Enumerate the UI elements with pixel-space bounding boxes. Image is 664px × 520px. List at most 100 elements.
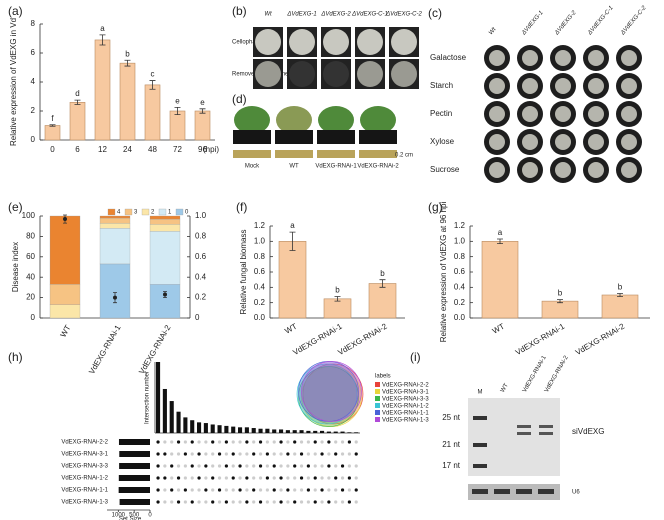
matrix-dot	[245, 488, 249, 492]
band	[517, 425, 531, 428]
matrix-dot	[231, 488, 235, 492]
matrix-dot	[258, 464, 263, 468]
matrix-dot	[224, 500, 228, 504]
row-label: Xylose	[430, 137, 455, 146]
row-label: Galactose	[430, 53, 467, 62]
tick-label: 8	[31, 19, 36, 28]
matrix-dot	[156, 488, 160, 492]
matrix-dot	[156, 440, 160, 444]
bar	[368, 283, 397, 319]
matrix-dot	[293, 500, 297, 504]
column-label: ΔVdEXG-1	[286, 12, 316, 18]
matrix-dot	[176, 500, 181, 504]
x-tick-label: VdEXG-RNAi-1	[87, 323, 123, 376]
y-axis-label: Relative expression of VdEXG in Vd	[9, 18, 18, 146]
matrix-dot	[163, 440, 167, 444]
panel-label: (a)	[8, 4, 23, 18]
error-bar	[557, 299, 563, 304]
matrix-dot	[279, 476, 283, 480]
legend-title: labels	[375, 374, 391, 380]
matrix-dot	[245, 476, 249, 480]
bar	[194, 110, 211, 141]
colony	[391, 61, 417, 87]
matrix-dot	[163, 452, 167, 456]
intersection-bar	[190, 420, 195, 433]
significance-letter: b	[558, 289, 563, 298]
matrix-dot	[211, 464, 215, 468]
legend-label: VdEXG-RNAi-2-2	[382, 383, 429, 389]
matrix-dot	[176, 452, 181, 456]
set-size-bar	[119, 463, 150, 469]
matrix-dot	[197, 452, 201, 456]
band	[539, 432, 553, 435]
significance-letter: b	[380, 269, 385, 278]
matrix-dot	[163, 488, 167, 492]
x-tick-label: VdEXG-RNAi-2	[574, 321, 627, 357]
blot-u6	[468, 484, 560, 500]
matrix-dot	[217, 464, 222, 468]
matrix-dot	[265, 500, 269, 504]
matrix-dot	[252, 464, 256, 468]
matrix-dot	[170, 452, 174, 456]
intersection-bar	[224, 425, 229, 433]
x-tick-label: VdEXG-RNAi-2	[336, 321, 389, 357]
bar-segment	[149, 231, 181, 285]
bar-segment	[149, 284, 181, 319]
colony	[621, 50, 637, 66]
tick-label: 0.6	[195, 252, 207, 261]
matrix-dot	[279, 452, 283, 456]
set-size-bar	[118, 475, 150, 481]
disease-index-point	[163, 292, 167, 297]
matrix-dot	[272, 452, 276, 456]
matrix-dot	[245, 464, 249, 468]
colony	[489, 50, 505, 66]
significance-letter: c	[151, 70, 155, 79]
matrix-dot	[190, 440, 194, 444]
matrix-dot	[245, 452, 249, 456]
bar	[94, 39, 111, 141]
legend-swatch	[107, 208, 116, 216]
matrix-dot	[320, 464, 324, 468]
matrix-dot	[327, 476, 331, 480]
matrix-dot	[238, 452, 242, 456]
matrix-dot	[238, 476, 242, 480]
significance-letter: e	[175, 96, 180, 105]
band	[539, 425, 553, 428]
matrix-dot	[258, 500, 263, 504]
intersection-bar	[217, 425, 222, 433]
matrix-dot	[252, 440, 256, 444]
bar-segment	[49, 304, 81, 319]
bar-segment	[99, 215, 131, 219]
bar	[278, 241, 307, 319]
tick-label: 0.4	[454, 282, 466, 291]
colony	[323, 29, 349, 55]
tick-label: 0	[195, 313, 200, 322]
matrix-dot	[231, 476, 235, 480]
matrix-dot	[313, 440, 317, 444]
colony	[522, 134, 538, 150]
matrix-dot	[245, 440, 249, 444]
panel-label: (b)	[232, 4, 247, 18]
row-label: Sucrose	[430, 165, 460, 174]
matrix-dot	[272, 488, 276, 492]
pot	[233, 130, 271, 144]
x-tick-label: 24	[123, 145, 132, 154]
matrix-dot	[293, 452, 297, 456]
colony	[621, 78, 637, 94]
matrix-dot	[354, 488, 358, 492]
intersection-bar	[244, 427, 249, 433]
bar-segment	[99, 217, 131, 224]
error-bar	[49, 124, 56, 127]
x-tick-label: 12	[98, 145, 107, 154]
matrix-dot	[258, 440, 263, 444]
colony	[588, 134, 604, 150]
matrix-dot	[306, 500, 310, 504]
matrix-dot	[272, 500, 276, 504]
tick-label: 1000	[112, 513, 126, 519]
intersection-bar	[347, 432, 352, 433]
matrix-dot	[313, 476, 317, 480]
matrix-dot	[238, 464, 242, 468]
tick-label: 80	[26, 232, 35, 241]
matrix-dot	[340, 464, 345, 468]
tick-label: 40	[26, 272, 35, 281]
